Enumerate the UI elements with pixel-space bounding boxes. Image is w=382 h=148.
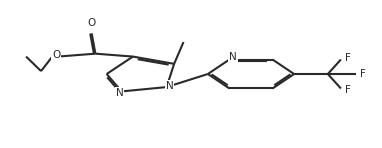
Text: O: O (87, 18, 96, 28)
Text: O: O (52, 50, 60, 60)
Text: F: F (361, 69, 366, 79)
Text: N: N (166, 81, 173, 91)
Text: F: F (345, 53, 351, 63)
Text: F: F (345, 85, 351, 95)
Text: N: N (229, 52, 237, 62)
Text: N: N (116, 88, 124, 98)
